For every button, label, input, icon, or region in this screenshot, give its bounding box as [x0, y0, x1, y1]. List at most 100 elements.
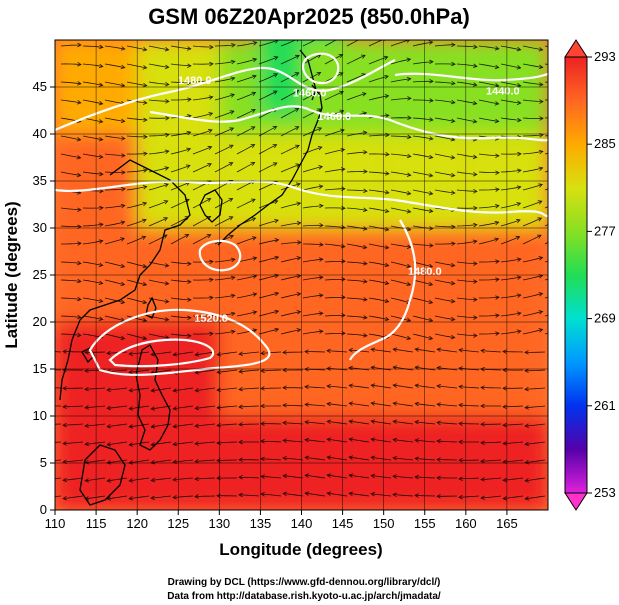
streamline [217, 423, 238, 426]
credit-drawing: Drawing by DCL (https://www.gfd-dennou.o… [168, 577, 441, 588]
streamline [82, 99, 103, 105]
streamline [458, 423, 480, 425]
streamline-arrow [451, 42, 456, 47]
streamline [500, 99, 521, 104]
streamline-arrow [428, 299, 434, 305]
streamline [479, 296, 500, 299]
streamline-arrow [251, 236, 257, 241]
streamline [104, 315, 125, 322]
streamline [346, 261, 367, 265]
streamline [192, 112, 213, 119]
streamline [258, 219, 279, 227]
streamline-arrow [230, 275, 236, 281]
streamline-arrow [172, 423, 178, 429]
streamline-arrow [560, 148, 564, 152]
streamline [261, 493, 282, 497]
contour-1460 [149, 105, 548, 142]
streamline-arrow [539, 99, 544, 104]
streamline [260, 369, 282, 372]
streamline [82, 45, 103, 48]
streamline-arrow [296, 292, 302, 297]
streamline [258, 56, 278, 65]
streamline-arrow [41, 478, 45, 482]
streamline-arrow [194, 494, 199, 499]
streamline-arrow [77, 278, 82, 284]
streamline [151, 477, 172, 481]
streamline-arrow [317, 146, 323, 151]
streamline-arrow [326, 419, 332, 425]
streamline [55, 459, 62, 461]
streamline-arrow [164, 166, 170, 171]
streamline [522, 167, 543, 173]
streamline [412, 61, 433, 65]
streamline-arrow [77, 332, 82, 338]
contour-1440 [394, 72, 548, 82]
streamline [107, 387, 128, 391]
streamline [302, 127, 322, 137]
streamline-arrow [194, 441, 199, 446]
streamline-arrow [428, 208, 434, 214]
streamline [434, 171, 455, 176]
streamline-arrow [326, 491, 332, 496]
streamline-arrow [296, 310, 302, 315]
streamline [129, 495, 150, 500]
streamline [126, 279, 147, 286]
streamline [456, 81, 477, 86]
streamline-arrow [128, 424, 134, 429]
streamline-arrow [98, 63, 104, 69]
streamline-arrow [495, 277, 500, 282]
streamline [390, 315, 411, 322]
streamline [412, 261, 433, 268]
streamline-arrow [260, 421, 265, 426]
streamline [456, 63, 477, 67]
streamline-arrow [282, 456, 287, 461]
streamline [500, 219, 521, 227]
streamline-arrow [194, 423, 199, 429]
streamline [390, 243, 411, 248]
contour-1480 [55, 59, 396, 132]
streamline [63, 441, 84, 444]
streamline [302, 205, 323, 209]
streamline [459, 349, 480, 353]
streamline [170, 279, 191, 283]
streamline-arrow [436, 457, 441, 462]
streamline-arrow [517, 168, 522, 174]
streamline [480, 441, 502, 444]
y-tick-label: 25 [33, 267, 47, 282]
streamline-arrow [524, 496, 530, 501]
streamline [349, 474, 370, 479]
streamline [525, 495, 546, 500]
streamline [478, 81, 499, 87]
streamline [280, 275, 301, 281]
contour-label: 1520.0 [194, 313, 228, 325]
streamline-arrow [450, 155, 456, 160]
streamline [258, 256, 279, 263]
streamline-arrow [494, 237, 500, 242]
streamline [82, 223, 103, 227]
streamline-arrow [128, 369, 133, 375]
streamline-arrow [62, 422, 67, 428]
streamline-arrow [537, 217, 543, 222]
streamline [302, 54, 321, 65]
streamline [104, 238, 125, 245]
streamline [412, 135, 433, 140]
streamline-arrow [84, 405, 89, 410]
streamline [280, 329, 301, 335]
streamline-arrow [348, 455, 354, 460]
streamline-arrow [392, 419, 398, 425]
streamline [214, 77, 235, 83]
streamline-arrow [238, 439, 243, 445]
streamline-arrow [41, 496, 45, 500]
streamline-arrow [99, 188, 104, 194]
streamline [390, 279, 411, 286]
streamline [148, 134, 169, 137]
streamline-arrow [428, 263, 434, 269]
streamline-arrow [392, 347, 398, 352]
streamline [104, 205, 125, 209]
streamline [82, 171, 103, 175]
streamline [324, 129, 345, 137]
streamline [148, 200, 168, 209]
streamline-arrow [230, 59, 236, 65]
streamline [478, 99, 499, 105]
streamline [458, 477, 480, 480]
